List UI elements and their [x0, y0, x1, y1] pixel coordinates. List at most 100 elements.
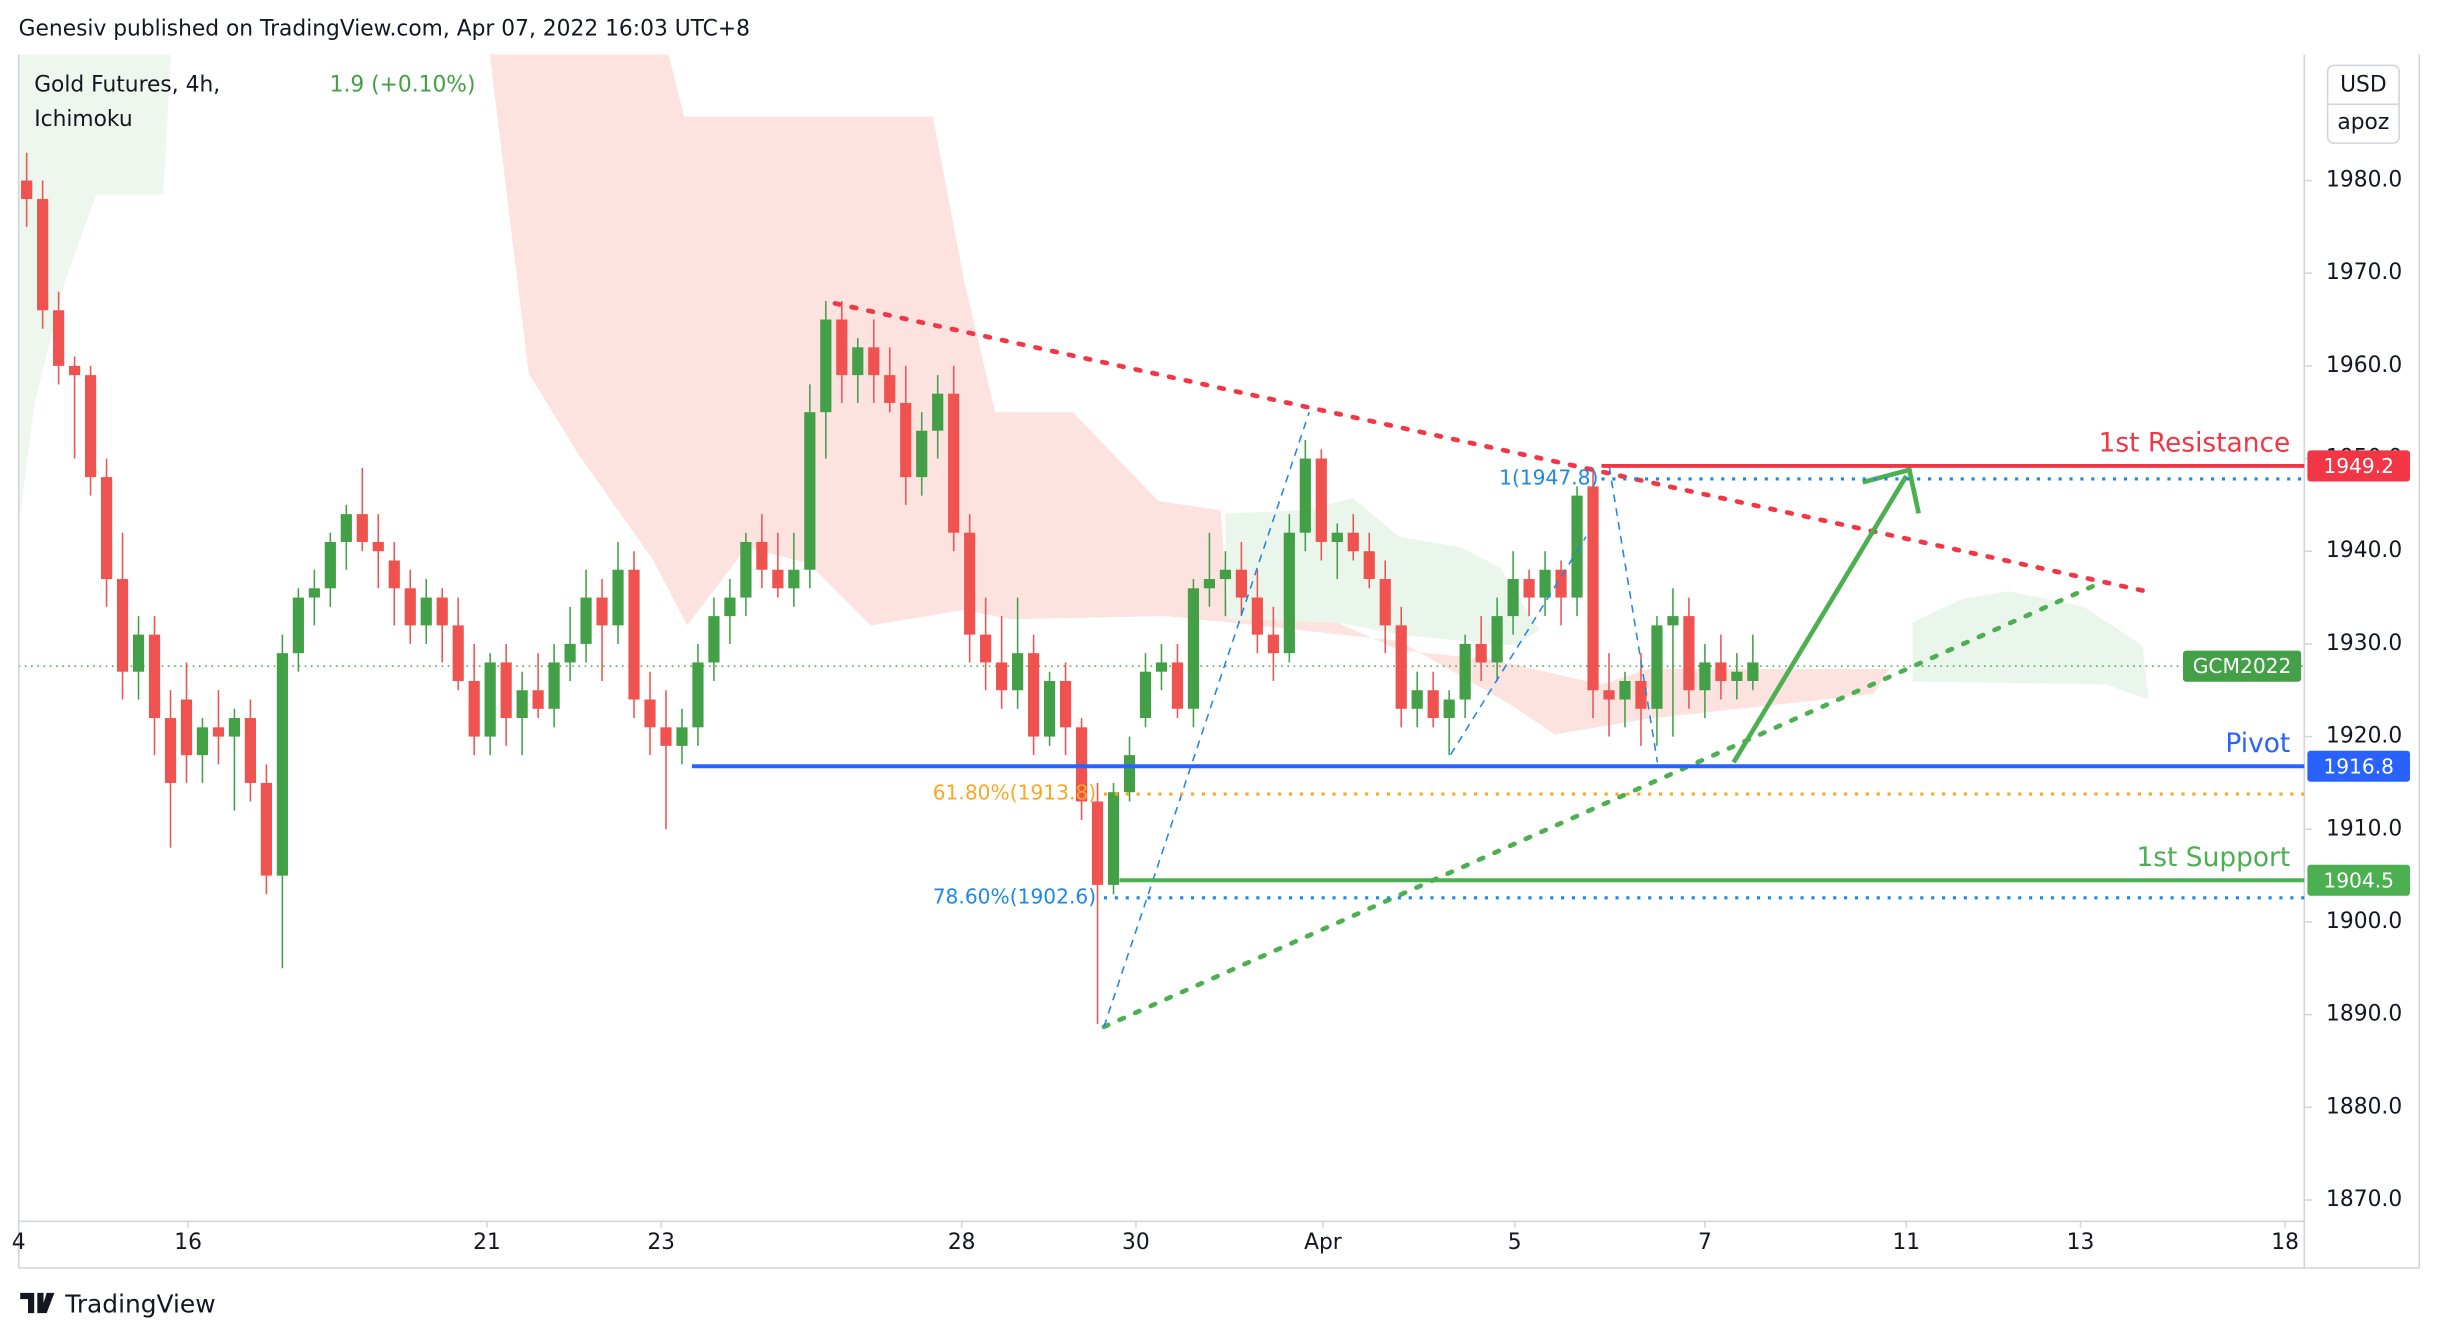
candle-body [452, 625, 464, 681]
candle-body [692, 662, 704, 728]
candle-body [1715, 662, 1727, 681]
candle-body [84, 375, 97, 478]
x-tick-label: 21 [473, 1230, 501, 1255]
y-tick-label: 1880.0 [2326, 1094, 2402, 1119]
candle-body [1555, 569, 1567, 598]
candle-body [1203, 579, 1216, 589]
change: 1.9 (+0.10%) [330, 73, 476, 98]
publisher: Genesiv published on TradingView.com, Ap… [19, 17, 750, 42]
candle-body [612, 569, 624, 626]
candle-body [292, 597, 304, 654]
candle-body [644, 699, 656, 728]
candle-body [548, 662, 560, 709]
level-name: 1st Support [2136, 842, 2290, 873]
candle-body [164, 718, 177, 783]
candle-body [484, 662, 496, 737]
y-tick-label: 1970.0 [2326, 260, 2402, 285]
candle-body [1667, 616, 1679, 626]
level-price-box [2307, 864, 2411, 896]
candle-body [580, 597, 592, 644]
candle-body [1619, 680, 1631, 700]
candle-body [180, 699, 193, 756]
currency: USD [2340, 73, 2387, 98]
ichimoku-cloud-red [489, 54, 1890, 735]
candle-body [804, 412, 816, 570]
candle-body [772, 569, 784, 589]
candle-body [116, 579, 129, 672]
x-tick-label: 28 [948, 1230, 976, 1255]
candle-body [1443, 699, 1455, 719]
x-tick-label: 5 [1508, 1230, 1522, 1255]
candle-body [1347, 532, 1359, 552]
candle-body [244, 718, 257, 783]
candle-body [1491, 616, 1503, 663]
candle-body [372, 541, 384, 552]
candle-body [132, 634, 145, 672]
candle-body [468, 680, 480, 737]
candle-body [308, 588, 320, 598]
candle-body [740, 541, 752, 598]
x-tick-label: 7 [1698, 1230, 1712, 1255]
candle-body [1587, 486, 1599, 691]
candle-body [1219, 569, 1231, 580]
candle-body [21, 180, 33, 200]
candle-body [228, 718, 241, 737]
candle-body [37, 199, 49, 311]
candle-body [53, 310, 65, 366]
candle-body [596, 597, 608, 626]
candle-body [916, 430, 928, 478]
candle-body [1507, 579, 1519, 617]
candle-body [996, 662, 1008, 691]
candle-body [1747, 662, 1759, 681]
candle-body [1635, 680, 1647, 709]
candle-body [532, 690, 544, 709]
candle-body [1059, 680, 1072, 728]
candle-body [868, 347, 880, 376]
x-tick-label: 13 [2067, 1230, 2095, 1255]
candle-body [1523, 579, 1535, 598]
candle-body [660, 727, 672, 746]
level-price-box [2307, 450, 2411, 482]
x-tick-label: 11 [1892, 1230, 1920, 1255]
candle-body [1315, 458, 1327, 542]
candle-body [420, 597, 432, 626]
brand: TradingView [64, 1289, 215, 1318]
redaction [225, 63, 335, 108]
candle-body [1123, 755, 1136, 793]
scale-mode: apoz [2337, 110, 2389, 135]
candle-body [1235, 569, 1247, 598]
candle-body [516, 690, 528, 719]
arrow-head [1862, 466, 1921, 514]
candle-body [1331, 532, 1343, 542]
candle-body [1155, 662, 1168, 672]
level-price: 1949.2 [2323, 454, 2394, 478]
candle-body [1028, 653, 1040, 737]
candle-body [212, 727, 225, 737]
candle-body [1363, 551, 1375, 580]
candle-body [436, 597, 448, 626]
arrow [1731, 474, 1909, 764]
x-tick-label: 4 [12, 1230, 26, 1255]
y-tick-label: 1890.0 [2326, 1002, 2402, 1027]
candle-body [196, 727, 209, 756]
candle-body [1683, 616, 1695, 691]
candle-body [964, 532, 976, 635]
candle-body [788, 569, 800, 589]
level-name: 1st Resistance [2099, 428, 2291, 459]
candle-body [564, 643, 576, 663]
candle-body [980, 634, 992, 663]
candle-body [884, 375, 896, 403]
y-tick-label: 1900.0 [2326, 909, 2402, 934]
candle-body [1699, 662, 1711, 691]
candle-body [1251, 597, 1263, 635]
ichimoku-cloud-green [18, 54, 172, 529]
candle-body [1475, 643, 1487, 663]
candle-body [276, 653, 288, 876]
y-tick-label: 1980.0 [2326, 167, 2402, 192]
candle-body [1539, 569, 1551, 598]
candle-body [1043, 680, 1056, 737]
candle-body [1267, 634, 1279, 654]
candle-body [820, 319, 832, 413]
last-price-box [2183, 650, 2302, 682]
